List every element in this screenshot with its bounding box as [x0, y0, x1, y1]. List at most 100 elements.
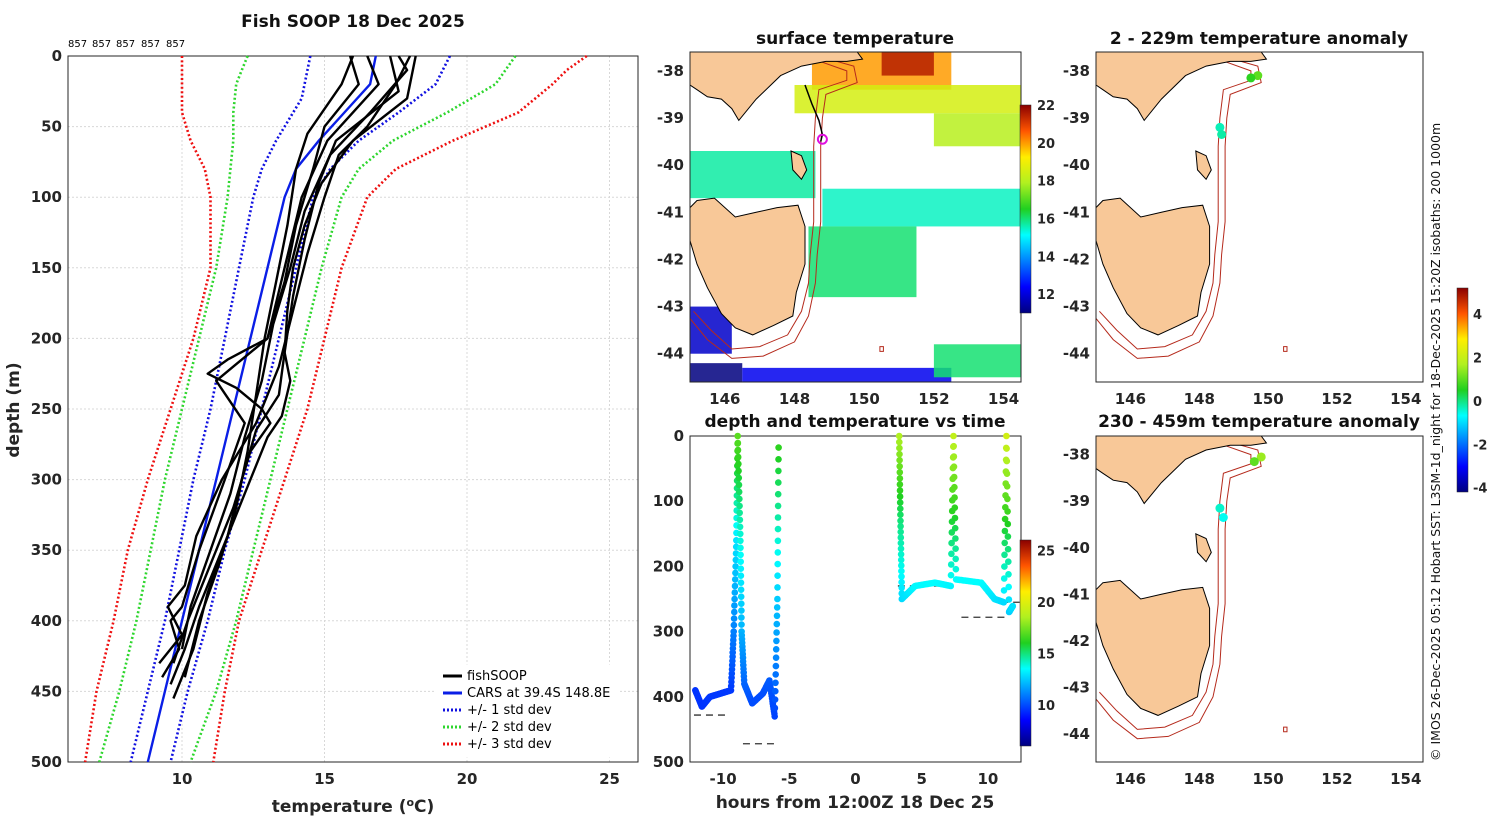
- time-series-point: [1005, 558, 1012, 565]
- time-series-point: [897, 545, 905, 552]
- isobath-200m: [1099, 440, 1252, 730]
- time-series-colorbar-tick-label: 10: [1037, 699, 1055, 714]
- isobath-1000m: [690, 53, 858, 359]
- time-series-point: [896, 450, 903, 458]
- time-series-point: [775, 456, 782, 463]
- time-series-point: [738, 607, 745, 614]
- profile-grid: [68, 55, 638, 763]
- footer-credit: © IMOS 26-Dec-2025 05:12 Hobart SST: L3S…: [1428, 123, 1443, 761]
- sst-colorbar-tick-label: 14: [1037, 250, 1055, 265]
- time-series-point: [774, 514, 782, 521]
- time-series-colorbar-tick-label: 15: [1037, 647, 1055, 662]
- time-series-point: [952, 545, 959, 552]
- time-series-point: [737, 544, 744, 552]
- lat-tick-label: -40: [1063, 539, 1090, 557]
- sst-map-panel: surface temperature 146 148 150 152 154 -38 -3…: [657, 29, 1055, 408]
- time-series-point: [898, 567, 905, 575]
- time-series-point: [950, 442, 957, 450]
- time-series-axes-box: [689, 435, 1022, 763]
- lat-tick-label: -39: [1063, 492, 1090, 510]
- anomaly-colorbar-tick-label: -2: [1473, 438, 1487, 453]
- time-series-point: [772, 654, 780, 661]
- y-tick-label: 200: [653, 557, 684, 575]
- isobath-seamount: [879, 346, 884, 352]
- isobath-200m: [693, 56, 848, 350]
- lon-tick-label: 152: [1321, 390, 1352, 408]
- anomaly-point: [1215, 122, 1225, 132]
- fishsoop-cast-line: [180, 55, 409, 650]
- sst-field-patch: [808, 226, 917, 298]
- time-series-point: [731, 589, 739, 596]
- sst-colorbar-tick-label: 18: [1037, 175, 1055, 190]
- anomaly-colorbar-tick-label: 2: [1473, 351, 1482, 366]
- time-series-point: [771, 696, 779, 703]
- ship-position-marker: [816, 133, 828, 145]
- time-series-point: [730, 628, 737, 635]
- lat-tick-label: -43: [1063, 678, 1090, 696]
- lat-tick-label: -41: [1063, 203, 1090, 221]
- lat-tick-label: -39: [657, 109, 684, 127]
- anomaly-colorbar-tick-label: 4: [1473, 308, 1482, 323]
- lon-tick-label: 154: [1390, 390, 1421, 408]
- time-series-point: [737, 530, 744, 538]
- time-series-point: [774, 490, 782, 498]
- anomaly-lower-axes-box: [1095, 435, 1424, 763]
- time-series-point: [896, 493, 904, 500]
- top-label: 857: [92, 39, 111, 50]
- time-series-point: [775, 467, 782, 475]
- time-series-point: [1001, 551, 1008, 559]
- anomaly-point: [1256, 452, 1266, 462]
- time-series-point: [1003, 470, 1011, 478]
- y-tick-label: 300: [31, 471, 62, 489]
- anomaly-lower-panel: 230 - 459m temperature anomaly 146 148 150…: [1063, 412, 1424, 788]
- sst-field-patch: [933, 344, 1021, 378]
- time-series-point: [896, 469, 904, 476]
- lon-tick-label: 150: [849, 390, 880, 408]
- time-series-points: [692, 432, 1017, 720]
- lat-tick-label: -44: [657, 345, 684, 363]
- time-series-point: [737, 558, 744, 565]
- lat-tick-label: -38: [1063, 446, 1090, 464]
- sst-field-patch: [794, 85, 1021, 114]
- time-series-point: [951, 494, 958, 501]
- time-series-point: [898, 578, 905, 586]
- anomaly-point: [1215, 503, 1225, 513]
- y-tick-label: 0: [674, 427, 684, 445]
- flinders-island: [1195, 150, 1212, 181]
- time-series-point: [896, 499, 904, 506]
- time-series-point: [898, 573, 905, 580]
- top-label: 857: [116, 39, 135, 50]
- top-label: 857: [166, 39, 185, 50]
- anomaly-lower-land: [1095, 435, 1288, 740]
- time-series-point: [734, 432, 741, 440]
- time-series-point: [898, 562, 905, 569]
- fishsoop-cast-line: [172, 55, 400, 699]
- sst-field-patch: [690, 363, 743, 382]
- std1-left-line: [129, 55, 312, 763]
- lon-tick-label: 154: [988, 390, 1019, 408]
- anomaly-upper-title: 2 - 229m temperature anomaly: [1110, 29, 1408, 49]
- time-series-point: [947, 561, 955, 568]
- time-series-point: [730, 615, 738, 622]
- time-series-point: [774, 560, 781, 568]
- y-tick-label: 500: [653, 753, 684, 771]
- lon-tick-label: 150: [1252, 770, 1283, 788]
- legend-std1: +/- 1 std dev: [467, 703, 552, 718]
- anomaly-upper-ticks: 146 148 150 152 154 -38 -39 -40 -41 -42 -43 -44: [1063, 62, 1422, 408]
- time-series-point: [732, 563, 739, 570]
- sst-map-title: surface temperature: [756, 29, 954, 49]
- time-series-point: [736, 502, 743, 510]
- x-tick-label: 10: [977, 770, 998, 788]
- sst-field-patch: [742, 367, 952, 382]
- time-series-point: [738, 600, 745, 607]
- time-series-point: [1004, 520, 1012, 528]
- anomaly-colorbar: [1456, 287, 1469, 493]
- y-tick-label: 200: [31, 329, 62, 347]
- time-series-point: [1004, 545, 1012, 553]
- time-series-point: [896, 487, 904, 494]
- time-series-point: [897, 517, 904, 525]
- time-series-point: [897, 511, 904, 518]
- x-tick-label: 20: [457, 770, 478, 788]
- std2-left-line: [98, 55, 249, 763]
